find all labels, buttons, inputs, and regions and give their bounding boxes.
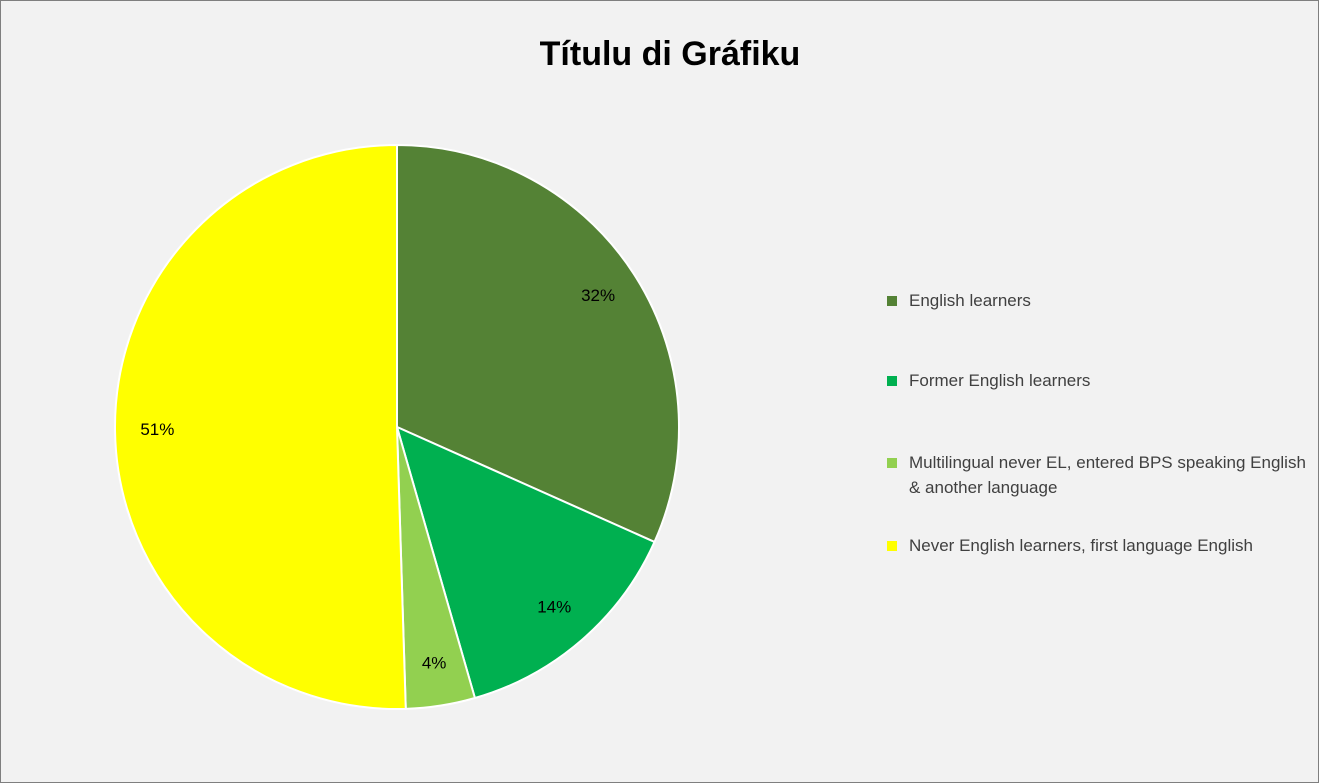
legend-swatch [887, 541, 897, 551]
legend-label: Never English learners, first language E… [909, 536, 1253, 555]
legend-swatch [887, 458, 897, 468]
legend-label: Multilingual never EL, entered BPS speak… [909, 453, 1306, 497]
legend-label: Former English learners [909, 371, 1091, 390]
data-label: 14% [537, 597, 571, 616]
legend-item: Never English learners, first language E… [887, 533, 1307, 558]
data-label: 32% [581, 286, 615, 305]
legend-label: English learners [909, 291, 1031, 310]
data-label: 4% [422, 653, 447, 672]
legend-swatch [887, 296, 897, 306]
legend-item: Former English learners [887, 368, 1307, 393]
pie-slice [114, 143, 407, 710]
chart-title: Títulu di Gráfiku [540, 35, 801, 73]
legend-swatch [887, 376, 897, 386]
data-label: 51% [140, 420, 174, 439]
pie-slice [395, 425, 656, 700]
legend: English learners Former English learners M… [887, 288, 1307, 558]
pie-slice [396, 143, 680, 544]
legend-item: Multilingual never EL, entered BPS speak… [887, 450, 1307, 500]
legend-item: English learners [887, 288, 1307, 313]
